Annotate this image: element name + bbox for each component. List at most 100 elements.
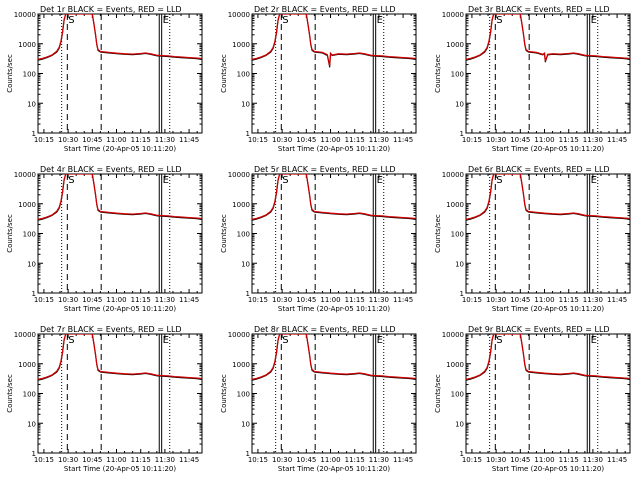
y-tick-label: 1000 <box>232 201 250 209</box>
x-tick-label: 10:45 <box>510 456 530 464</box>
x-tick-label: 11:45 <box>393 296 413 304</box>
chart-panel: Det 4r BLACK = Events, RED = LLD 10:15 10:… <box>6 165 203 313</box>
y-tick-label: 100 <box>23 71 36 79</box>
x-axis-label: Start Time (20-Apr-05 10:11:20) <box>64 145 176 153</box>
x-tick-label: 11:15 <box>345 296 365 304</box>
saa-end-label: E <box>163 335 169 346</box>
x-axis-label: Start Time (20-Apr-05 10:11:20) <box>278 145 390 153</box>
x-tick-label: 11:00 <box>320 456 340 464</box>
x-tick-label: 11:15 <box>345 136 365 144</box>
x-tick-label: 11:00 <box>320 296 340 304</box>
y-tick-label: 10 <box>241 260 250 268</box>
y-tick-label: 10000 <box>228 171 250 179</box>
series-group <box>38 174 202 221</box>
saa-start-label: S <box>282 175 288 186</box>
panel-title: Det 4r BLACK = Events, RED = LLD <box>40 165 182 174</box>
y-tick-label: 10 <box>455 260 464 268</box>
y-tick-label: 10 <box>27 420 36 428</box>
saa-start-label: S <box>496 175 502 186</box>
saa-end-label: E <box>377 15 383 26</box>
x-tick-label: 11:45 <box>179 296 199 304</box>
chart-panel: Det 7r BLACK = Events, RED = LLD 10:15 10:… <box>6 325 203 473</box>
x-tick-label: 10:15 <box>462 456 482 464</box>
panel-title: Det 5r BLACK = Events, RED = LLD <box>254 165 396 174</box>
x-tick-label: 10:15 <box>462 296 482 304</box>
y-tick-label: 100 <box>451 231 464 239</box>
panel-title: Det 1r BLACK = Events, RED = LLD <box>40 5 182 14</box>
y-tick-label: 1000 <box>446 361 464 369</box>
x-axis-label: Start Time (20-Apr-05 10:11:20) <box>492 305 604 313</box>
y-tick-label: 1000 <box>232 41 250 49</box>
y-axis-label: Counts/sec <box>6 54 14 93</box>
x-tick-label: 10:30 <box>272 296 292 304</box>
y-tick-label: 10 <box>241 420 250 428</box>
y-axis-label: Counts/sec <box>220 374 228 413</box>
x-tick-label: 11:00 <box>320 136 340 144</box>
y-tick-label: 1 <box>460 290 464 298</box>
x-tick-label: 10:15 <box>34 456 54 464</box>
x-tick-label: 11:30 <box>369 296 389 304</box>
y-tick-label: 1000 <box>446 201 464 209</box>
series-group <box>38 334 202 381</box>
y-tick-label: 100 <box>237 231 250 239</box>
x-tick-label: 11:15 <box>345 456 365 464</box>
y-tick-label: 100 <box>237 391 250 399</box>
chart-panel: Det 3r BLACK = Events, RED = LLD 10:15 10:… <box>434 5 631 153</box>
saa-start-label: S <box>68 175 74 186</box>
y-tick-label: 100 <box>23 231 36 239</box>
x-tick-label: 10:30 <box>486 456 506 464</box>
y-axis-label: Counts/sec <box>434 214 442 253</box>
x-tick-label: 10:30 <box>272 136 292 144</box>
x-tick-label: 10:30 <box>486 136 506 144</box>
x-tick-label: 11:45 <box>393 136 413 144</box>
y-tick-label: 10000 <box>228 331 250 339</box>
y-tick-label: 100 <box>451 71 464 79</box>
saa-end-label: E <box>591 175 597 186</box>
y-tick-label: 1000 <box>446 41 464 49</box>
y-axis-label: Counts/sec <box>220 54 228 93</box>
series-line-events <box>252 14 416 68</box>
x-tick-label: 11:00 <box>106 456 126 464</box>
y-tick-label: 1 <box>32 290 36 298</box>
saa-end-label: E <box>377 175 383 186</box>
series-group <box>466 334 630 381</box>
x-tick-label: 10:15 <box>34 296 54 304</box>
x-tick-label: 11:15 <box>131 296 151 304</box>
saa-end-label: E <box>163 15 169 26</box>
series-group <box>252 334 416 381</box>
series-group <box>38 14 202 61</box>
x-tick-label: 10:30 <box>58 456 78 464</box>
y-tick-label: 1 <box>246 450 250 458</box>
series-line-lld <box>466 14 630 62</box>
series-line-lld <box>252 174 416 220</box>
panel-title: Det 6r BLACK = Events, RED = LLD <box>468 165 610 174</box>
y-axis-label: Counts/sec <box>220 214 228 253</box>
x-tick-label: 10:30 <box>486 296 506 304</box>
series-line-lld <box>38 334 202 380</box>
y-tick-label: 100 <box>237 71 250 79</box>
chart-panel: Det 5r BLACK = Events, RED = LLD 10:15 10:… <box>220 165 417 313</box>
y-tick-label: 100 <box>451 391 464 399</box>
y-tick-label: 10 <box>241 100 250 108</box>
chart-panel: Det 2r BLACK = Events, RED = LLD 10:15 10:… <box>220 5 417 153</box>
x-tick-label: 11:15 <box>559 136 579 144</box>
panel-title: Det 2r BLACK = Events, RED = LLD <box>254 5 396 14</box>
y-tick-label: 10000 <box>442 331 464 339</box>
x-tick-label: 11:30 <box>155 456 175 464</box>
x-tick-label: 11:00 <box>534 136 554 144</box>
y-tick-label: 1 <box>32 130 36 138</box>
series-line-lld <box>252 14 416 67</box>
x-tick-label: 11:30 <box>583 136 603 144</box>
y-tick-label: 100 <box>23 391 36 399</box>
x-axis-label: Start Time (20-Apr-05 10:11:20) <box>64 465 176 473</box>
y-axis-label: Counts/sec <box>434 54 442 93</box>
x-axis-label: Start Time (20-Apr-05 10:11:20) <box>278 465 390 473</box>
series-line-lld <box>466 334 630 380</box>
saa-start-label: S <box>68 335 74 346</box>
y-tick-label: 10 <box>455 100 464 108</box>
x-tick-label: 11:15 <box>131 136 151 144</box>
y-tick-label: 10 <box>455 420 464 428</box>
x-tick-label: 11:45 <box>393 456 413 464</box>
x-tick-label: 11:15 <box>131 456 151 464</box>
series-line-lld <box>38 14 202 60</box>
